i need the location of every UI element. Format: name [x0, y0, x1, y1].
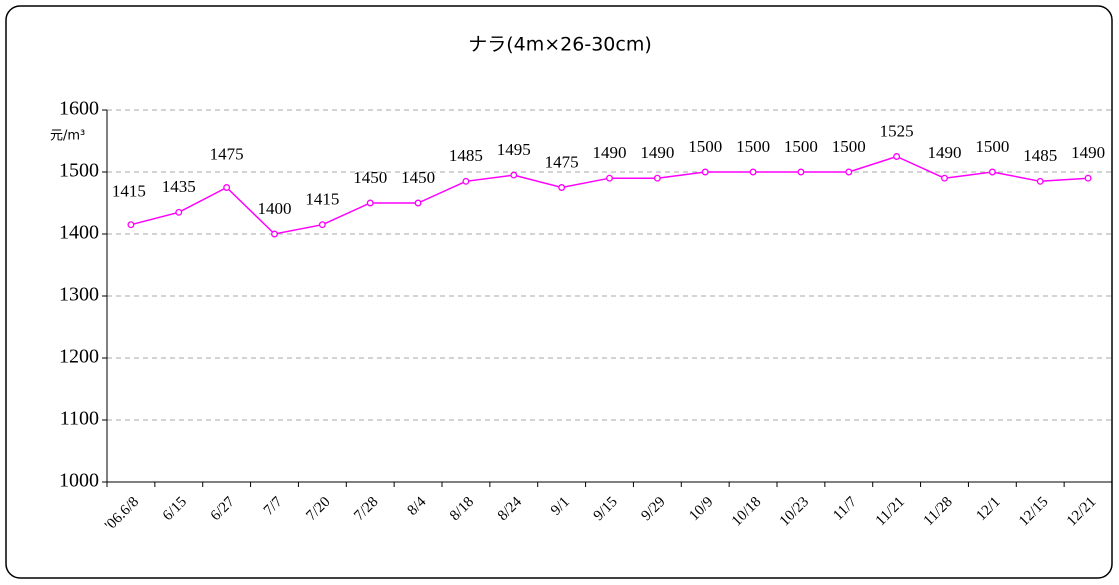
marker [606, 174, 613, 182]
marker [462, 177, 470, 185]
data-label: 1500 [832, 137, 866, 156]
data-label: 1450 [401, 168, 435, 187]
marker [414, 199, 422, 207]
data-label: 1490 [593, 143, 627, 162]
data-label: 1500 [736, 137, 770, 156]
y-axis-label: 元/m³ [50, 129, 85, 144]
y-tick-label: 1200 [59, 346, 99, 368]
data-label: 1500 [784, 137, 818, 156]
marker [223, 184, 231, 191]
marker [1036, 177, 1044, 185]
marker [318, 221, 326, 229]
marker [701, 168, 709, 176]
marker [845, 168, 853, 176]
data-label: 1525 [880, 121, 914, 140]
marker [558, 184, 566, 191]
data-label: 1490 [1071, 143, 1105, 162]
data-label: 1475 [545, 152, 579, 171]
data-label: 1415 [305, 190, 339, 209]
data-label: 1485 [1023, 146, 1057, 165]
data-label: 1485 [449, 146, 483, 165]
data-label: 1450 [353, 168, 387, 187]
data-label: 1500 [975, 137, 1009, 156]
marker [797, 168, 805, 176]
marker [510, 171, 518, 179]
data-label: 1415 [112, 182, 146, 201]
marker [941, 174, 948, 182]
marker [893, 153, 901, 160]
y-tick-label: 1000 [59, 470, 99, 492]
data-label: 1475 [210, 144, 244, 163]
marker [749, 168, 757, 176]
marker [653, 174, 661, 182]
marker [175, 208, 183, 216]
y-tick-label: 1600 [59, 98, 99, 120]
y-tick-label: 1500 [59, 160, 99, 182]
chart-frame [5, 5, 1113, 579]
data-label: 1490 [928, 143, 962, 162]
marker [1084, 174, 1092, 182]
y-tick-label: 1300 [59, 284, 99, 306]
chart-title: ナラ(4m×26-30cm) [468, 34, 652, 56]
marker [988, 168, 996, 176]
data-label: 1435 [162, 177, 196, 196]
y-tick-label: 1100 [60, 408, 99, 430]
data-label: 1400 [258, 199, 292, 218]
data-label: 1495 [497, 140, 531, 159]
y-tick-label: 1400 [59, 222, 99, 244]
marker [271, 230, 278, 238]
data-label: 1490 [640, 143, 674, 162]
data-label: 1500 [688, 137, 722, 156]
marker [127, 221, 135, 229]
marker [366, 199, 374, 207]
